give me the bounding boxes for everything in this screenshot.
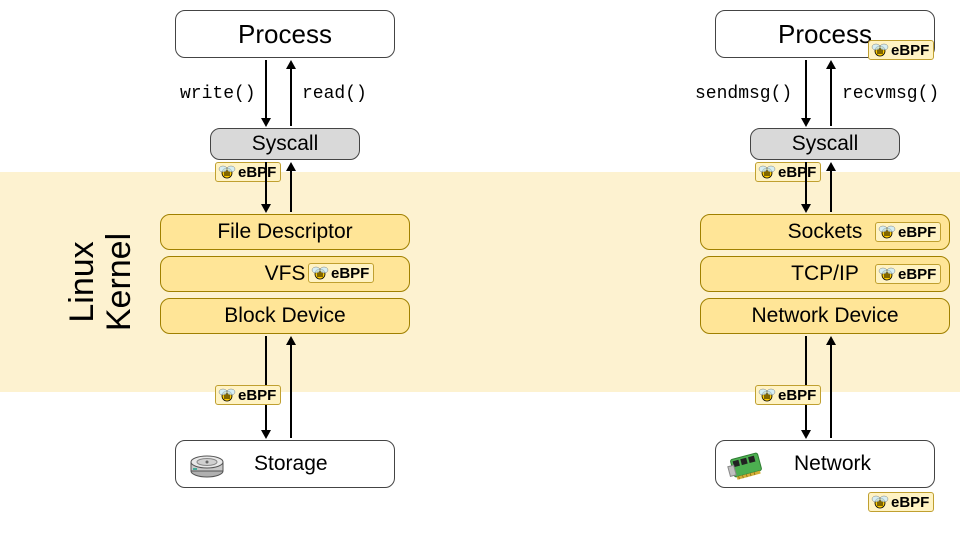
ebpf-text: eBPF xyxy=(238,165,276,180)
ebpf-text: eBPF xyxy=(778,165,816,180)
right-process-label: Process xyxy=(778,19,872,50)
kernel-label-line2: Kernel xyxy=(100,233,138,331)
right-call-up: recvmsg() xyxy=(842,84,939,104)
kernel-label: Linux Kernel xyxy=(64,233,139,331)
left-storage-label: Storage xyxy=(254,452,328,476)
ebpf-badge-right-sockets: eBPF xyxy=(875,222,941,242)
left-call-down: write() xyxy=(180,84,256,104)
bee-icon xyxy=(758,164,776,180)
ebpf-badge-left-vfs: eBPF xyxy=(308,263,374,283)
left-layer-block: Block Device xyxy=(160,298,410,334)
left-layer-fd: File Descriptor xyxy=(160,214,410,250)
bee-icon xyxy=(878,266,896,282)
right-layer-netdev-label: Network Device xyxy=(751,304,898,328)
ebpf-text: eBPF xyxy=(891,43,929,58)
bee-icon xyxy=(871,42,889,58)
right-layer-netdev: Network Device xyxy=(700,298,950,334)
left-layer-block-label: Block Device xyxy=(224,304,345,328)
right-layer-sockets-label: Sockets xyxy=(788,220,863,244)
bee-icon xyxy=(871,494,889,510)
bee-icon xyxy=(218,387,236,403)
ebpf-badge-right-netdev: eBPF xyxy=(755,385,821,405)
ebpf-badge-right-network: eBPF xyxy=(868,492,934,512)
right-layer-tcpip-label: TCP/IP xyxy=(791,262,859,286)
bee-icon xyxy=(758,387,776,403)
left-syscall-box: Syscall xyxy=(210,128,360,160)
left-process-box: Process xyxy=(175,10,395,58)
storage-icon xyxy=(188,448,226,485)
bee-icon xyxy=(218,164,236,180)
bee-icon xyxy=(311,265,329,281)
left-syscall-label: Syscall xyxy=(252,132,319,156)
ebpf-text: eBPF xyxy=(898,225,936,240)
ebpf-text: eBPF xyxy=(898,267,936,282)
right-syscall-box: Syscall xyxy=(750,128,900,160)
right-call-down: sendmsg() xyxy=(695,84,792,104)
left-call-up: read() xyxy=(302,84,367,104)
left-process-label: Process xyxy=(238,19,332,50)
ebpf-badge-right-syscall: eBPF xyxy=(755,162,821,182)
right-network-label: Network xyxy=(794,452,871,476)
left-layer-fd-label: File Descriptor xyxy=(217,220,352,244)
ebpf-badge-right-process: eBPF xyxy=(868,40,934,60)
ebpf-badge-left-syscall: eBPF xyxy=(215,162,281,182)
right-syscall-label: Syscall xyxy=(792,132,859,156)
left-layer-vfs-label: VFS xyxy=(265,262,306,286)
ebpf-text: eBPF xyxy=(891,495,929,510)
ebpf-text: eBPF xyxy=(778,388,816,403)
ebpf-text: eBPF xyxy=(238,388,276,403)
bee-icon xyxy=(878,224,896,240)
ebpf-badge-right-tcpip: eBPF xyxy=(875,264,941,284)
kernel-label-line1: Linux xyxy=(63,241,101,322)
ebpf-badge-left-block: eBPF xyxy=(215,385,281,405)
ebpf-text: eBPF xyxy=(331,266,369,281)
network-icon xyxy=(724,448,768,487)
